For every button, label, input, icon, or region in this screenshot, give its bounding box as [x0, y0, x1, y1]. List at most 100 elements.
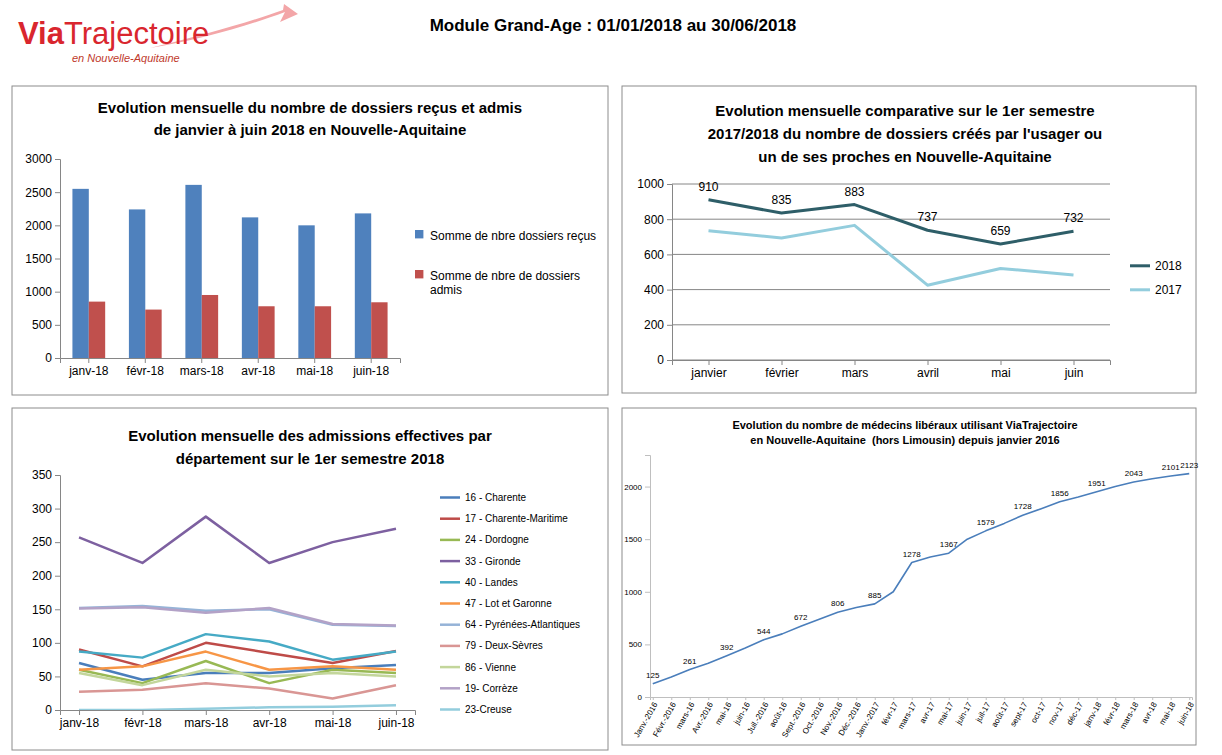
grid-line: [672, 184, 1110, 185]
chart-title-line: en Nouvelle-Aquitaine (hors Limousin) de…: [750, 434, 1059, 446]
y-tick: 1000: [637, 177, 672, 191]
y-tick-label: 200: [32, 569, 52, 583]
x-tick-label: mai: [991, 366, 1010, 380]
legend-swatch: [440, 623, 460, 626]
x-tick: juin-18: [377, 710, 414, 730]
legend-label: 79 - Deux-Sèvres: [465, 640, 543, 651]
x-tick-mark: [690, 697, 691, 700]
legend-label: 64 - Pyrénées-Atlantiques: [465, 619, 580, 630]
legend-label: 40 - Landes: [465, 577, 518, 588]
x-tick-mark: [709, 360, 710, 365]
x-tick-label: mars-18: [184, 716, 228, 730]
x-tick-mark: [1134, 697, 1135, 700]
marks: [72, 185, 387, 358]
y-tick-mark: [55, 576, 60, 577]
chart-title-line: 2017/2018 du nombre de dossiers créés pa…: [708, 125, 1103, 142]
x-tick: avr-18: [241, 358, 275, 378]
y-tick-label: 1500: [624, 535, 642, 544]
y-tick-label: 200: [644, 318, 664, 332]
y-tick-label: 1500: [25, 252, 52, 266]
x-tick-mark: [912, 697, 913, 700]
x-tick: nov-17: [1047, 697, 1067, 726]
marks: [79, 517, 396, 710]
legend-swatch: [440, 517, 460, 520]
x-tick-mark: [856, 697, 857, 700]
x-tick-label: juin-18: [377, 716, 414, 730]
bar: [258, 306, 274, 358]
bar: [355, 213, 371, 358]
data-label: 1367: [940, 540, 958, 549]
legend-swatch: [440, 581, 460, 584]
chart-title-line: Evolution mensuelle comparative sur le 1…: [715, 102, 1094, 119]
x-tick-mark: [1001, 360, 1002, 365]
data-label: 737: [917, 210, 937, 224]
line: [79, 517, 396, 563]
x-tick-mark: [396, 710, 397, 715]
x-tick: mars: [842, 360, 869, 380]
x-tick-mark: [653, 697, 654, 700]
legend-label: Somme de nbre de dossiersadmis: [430, 269, 580, 297]
x-tick-label: juin-17: [954, 700, 975, 727]
x-tick-label: févr-18: [124, 716, 162, 730]
x-axis-line: [61, 359, 401, 364]
chart-panel: Evolution mensuelle des admissions effec…: [12, 408, 608, 750]
x-tick-mark: [314, 358, 315, 363]
y-tick-label: 300: [32, 502, 52, 516]
y-tick-mark: [645, 592, 650, 593]
line: [79, 683, 396, 698]
x-tick-label: mai-17: [936, 700, 956, 726]
legend-swatch: [415, 270, 423, 278]
panel-frame: [622, 86, 1196, 393]
y-tick: 200: [644, 318, 672, 332]
y-tick: 2000: [25, 219, 60, 233]
chart-title-line: un de ses proches en Nouvelle-Aquitaine: [758, 148, 1051, 165]
line: [79, 606, 396, 626]
y-tick-mark: [55, 259, 60, 260]
x-tick: févr-18: [124, 710, 162, 730]
y-tick-label: 1000: [25, 285, 52, 299]
bar: [371, 302, 387, 358]
x-tick-label: mars-18: [180, 364, 224, 378]
y-tick-label: 350: [32, 468, 52, 482]
data-label: 1579: [977, 518, 995, 527]
x-tick: mars-17: [896, 697, 919, 731]
legend-entry: 19- Corrèze: [440, 683, 518, 694]
legend-label: 16 - Charente: [465, 492, 527, 503]
legend-entry: 86 - Vienne: [440, 662, 516, 673]
x-tick-label: Févr.-2016: [651, 700, 678, 738]
x-axis: janv-18févr-18mars-18avr-18mai-18juin-18: [61, 358, 401, 378]
legend-label: 2017: [1155, 283, 1182, 297]
x-tick: mars-18: [1118, 697, 1141, 731]
y-tick-label: 1000: [624, 588, 642, 597]
x-tick-mark: [782, 697, 783, 700]
x-tick-label: janv-18: [1082, 700, 1104, 729]
bar: [89, 302, 105, 358]
x-tick: avr-18: [1140, 697, 1159, 725]
y-tick-label: 2500: [25, 186, 52, 200]
y-tick: 400: [644, 283, 672, 297]
x-tick-label: avr-18: [253, 716, 287, 730]
y-tick-label: 600: [644, 248, 664, 262]
grid-line: [672, 324, 1110, 325]
x-tick-mark: [88, 358, 89, 363]
y-axis: 050100150200250300350: [32, 468, 61, 717]
y-tick-mark: [667, 325, 672, 326]
line: [79, 652, 396, 670]
x-tick-mark: [206, 710, 207, 715]
x-tick-label: mars: [842, 366, 869, 380]
legend-label: 86 - Vienne: [465, 662, 516, 673]
x-tick-label: nov-17: [1047, 700, 1067, 726]
y-tick-mark: [55, 643, 60, 644]
x-tick-mark: [1023, 697, 1024, 700]
legend-entry: 17 - Charente-Maritime: [440, 513, 568, 524]
data-label: 2123: [1180, 461, 1198, 470]
x-tick: mai-18: [296, 358, 333, 378]
x-tick-mark: [928, 360, 929, 365]
logo-bold: Via: [18, 16, 65, 51]
x-tick: sept-17: [1008, 697, 1029, 728]
x-tick-label: mai-18: [315, 716, 352, 730]
x-tick-label: avr-18: [241, 364, 275, 378]
x-tick-mark: [333, 710, 334, 715]
x-tick-mark: [855, 360, 856, 365]
x-tick-mark: [79, 710, 80, 715]
